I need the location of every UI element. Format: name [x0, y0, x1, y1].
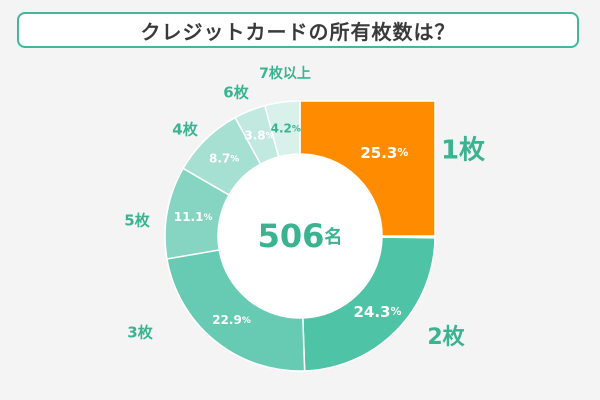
slice-name-label: 2枚 [427, 324, 464, 350]
slice-value-label: 3.8% [244, 128, 274, 142]
slice-name-label: 3枚 [127, 324, 153, 342]
slice-value-label: 11.1% [174, 209, 213, 223]
donut-hole [219, 155, 381, 317]
slice-2 [302, 236, 436, 372]
slice-value-label: 4.2% [271, 121, 301, 135]
slice-1 [299, 100, 436, 237]
slice-name-label: 5枚 [124, 212, 150, 230]
slice-name-label: 4枚 [172, 121, 198, 139]
chart-title: クレジットカードの所有枚数は？ [17, 12, 579, 48]
slice-value-label: 8.7% [209, 151, 239, 165]
center-total-label: 506名 [258, 217, 343, 255]
slice-value-label: 24.3% [353, 302, 401, 320]
slice-name-label: 1枚 [441, 136, 485, 166]
slice-name-label: 6枚 [223, 84, 249, 102]
slice-value-label: 22.9% [212, 313, 251, 327]
slice-7 [263, 100, 301, 158]
slice-3 [166, 249, 306, 372]
slice-value-label: 25.3% [360, 143, 408, 161]
slice-name-label: 7枚以上 [259, 65, 311, 82]
